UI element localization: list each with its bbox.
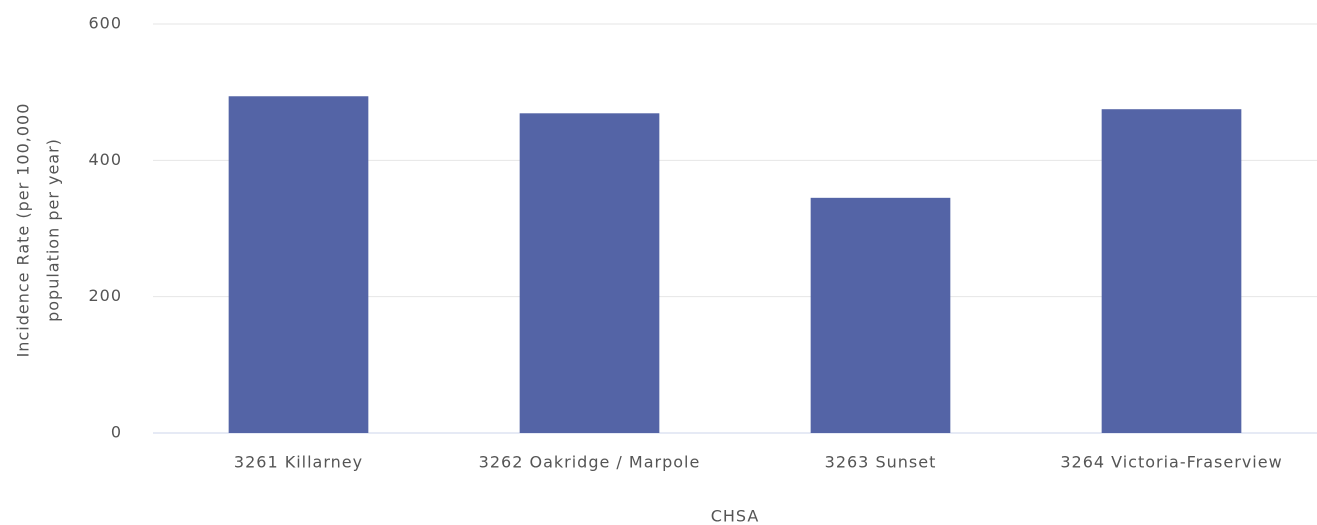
x-tick-label: 3261 Killarney xyxy=(234,453,363,472)
x-axis-title: CHSA xyxy=(711,507,760,525)
bar xyxy=(810,197,951,433)
x-tick-label: 3264 Victoria-Fraserview xyxy=(1060,453,1282,472)
x-tick-label: 3262 Oakridge / Marpole xyxy=(479,453,701,472)
y-tick-label: 400 xyxy=(88,150,122,169)
bar xyxy=(1101,109,1242,433)
bar xyxy=(228,96,369,434)
y-axis-title: population per year) xyxy=(44,138,63,322)
y-axis-title: Incidence Rate (per 100,000 xyxy=(14,103,33,358)
y-tick-label: 600 xyxy=(88,14,122,33)
y-tick-label: 200 xyxy=(88,286,122,305)
x-tick-label: 3263 Sunset xyxy=(825,453,937,472)
y-tick-label: 0 xyxy=(111,423,122,442)
bar xyxy=(519,113,660,433)
